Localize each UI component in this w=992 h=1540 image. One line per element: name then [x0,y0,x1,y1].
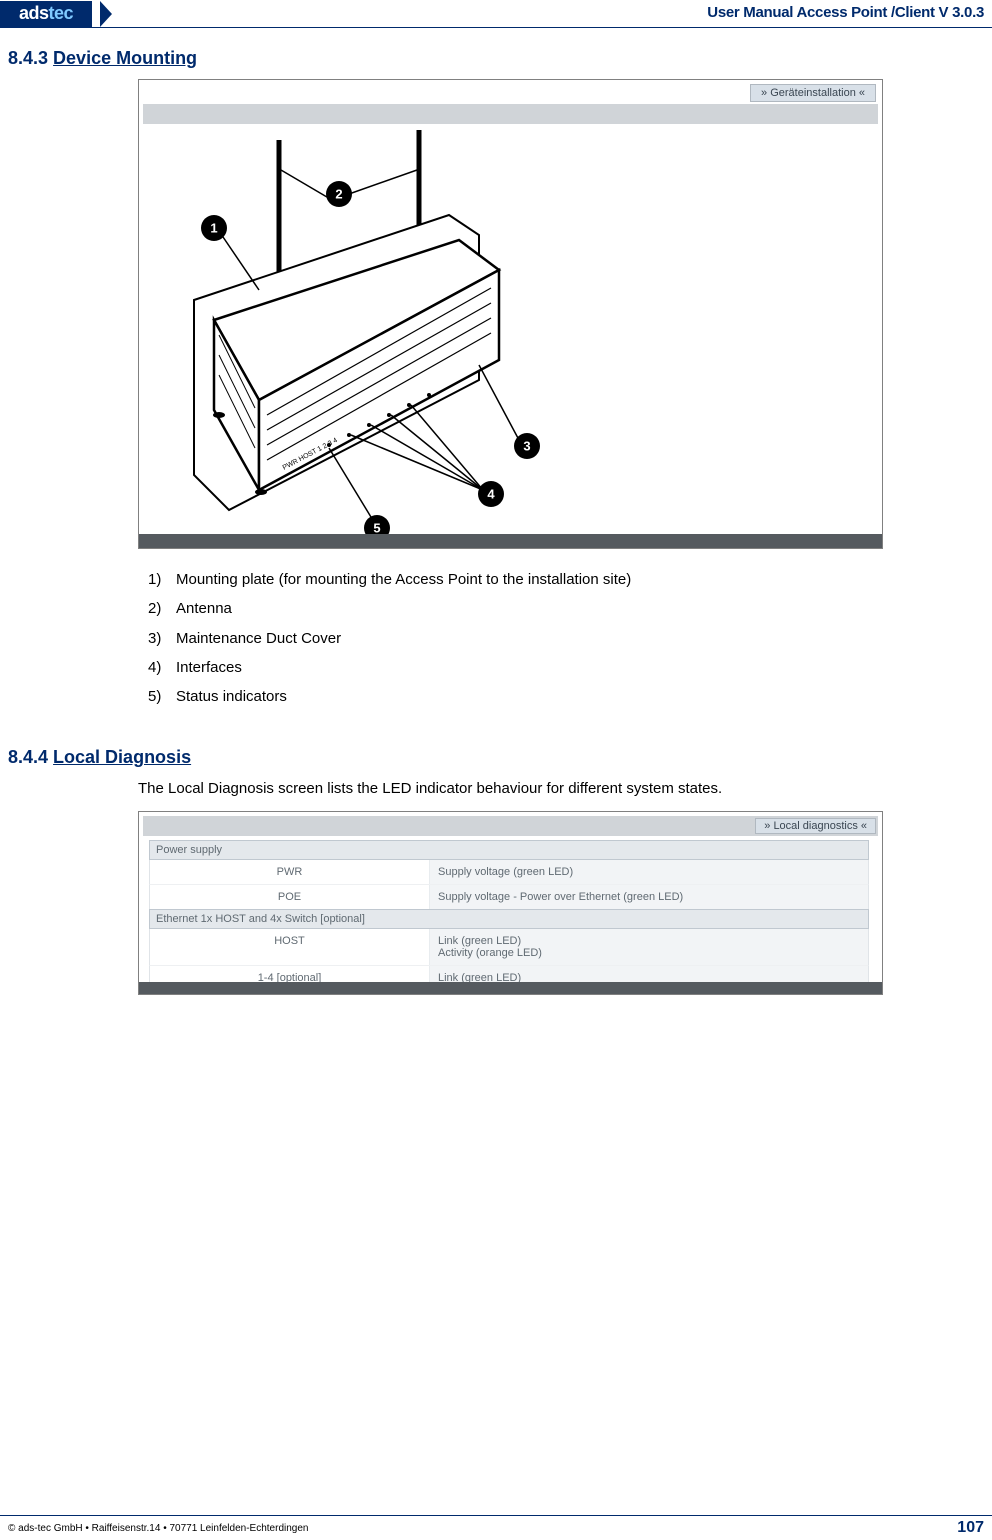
table-row: PWR Supply voltage (green LED) [149,860,869,884]
diag-group-head: Power supply [149,840,869,860]
header-bar: adstec User Manual Access Point /Client … [0,0,992,28]
logo-ads: ads [19,3,49,23]
page-content: 8.4.3 Device Mounting » Geräteinstallati… [0,28,992,995]
section-num: 8.4.3 [8,48,53,68]
figure-843-wrap: » Geräteinstallation « [138,79,883,711]
section-num: 8.4.4 [8,747,53,767]
diagnostics-table: Power supply PWR Supply voltage (green L… [149,840,869,995]
figure-caption-badge: » Geräteinstallation « [750,84,876,102]
page-number: 107 [957,1519,984,1537]
diag-group-head: Ethernet 1x HOST and 4x Switch [optional… [149,909,869,929]
page-footer: © ads-tec GmbH • Raiffeisenstr.14 • 7077… [0,1518,992,1538]
logo-text: adstec [19,3,73,24]
table-row: POE Supply voltage - Power over Ethernet… [149,884,869,909]
list-item: 4)Interfaces [148,653,883,682]
table-row: HOST Link (green LED) Activity (orange L… [149,929,869,965]
callout-3: 3 [523,439,530,454]
logo-tec: tec [49,3,74,23]
callout-1: 1 [210,221,217,236]
callout-4: 4 [487,487,495,502]
diag-val: Link (green LED) Activity (orange LED) [430,929,868,965]
list-item: 3)Maintenance Duct Cover [148,624,883,653]
logo-triangle-icon [100,1,112,27]
list-item: 1)Mounting plate (for mounting the Acces… [148,565,883,594]
figure2-footer-bar [139,982,882,994]
list-item: 2)Antenna [148,594,883,623]
diag-key: HOST [150,929,430,965]
diag-val: Supply voltage - Power over Ethernet (gr… [430,885,868,909]
section-heading-843: 8.4.3 Device Mounting [8,48,984,69]
footer-copyright: © ads-tec GmbH • Raiffeisenstr.14 • 7077… [8,1523,308,1534]
diag-key: POE [150,885,430,909]
device-parts-list: 1)Mounting plate (for mounting the Acces… [138,565,883,711]
device-mounting-figure: » Geräteinstallation « [138,79,883,549]
diag-val: Supply voltage (green LED) [430,860,868,884]
device-drawing-icon: PWR HOST 1 2 3 4 [159,110,559,540]
figure-footer-bar [139,534,882,548]
section-title: Local Diagnosis [53,747,191,767]
callout-2: 2 [335,187,342,202]
list-item: 5)Status indicators [148,682,883,711]
section-heading-844: 8.4.4 Local Diagnosis [8,747,984,768]
section-844-paragraph: The Local Diagnosis screen lists the LED… [138,778,883,801]
local-diagnosis-figure: » Local diagnostics « Power supply PWR S… [138,811,883,995]
diag-key: PWR [150,860,430,884]
footer-rule [0,1515,992,1516]
section-title: Device Mounting [53,48,197,68]
section-844-body: The Local Diagnosis screen lists the LED… [138,778,883,995]
logo: adstec [0,1,92,27]
document-title: User Manual Access Point /Client V 3.0.3 [707,4,984,21]
figure2-caption-badge: » Local diagnostics « [755,818,876,834]
